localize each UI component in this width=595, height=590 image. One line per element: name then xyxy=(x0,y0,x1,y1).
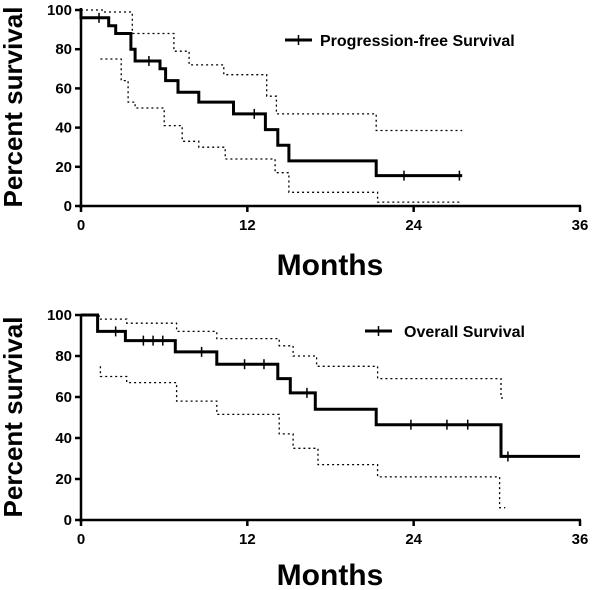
lower-ci-curve xyxy=(100,58,463,203)
y-tick-label: 0 xyxy=(64,198,72,215)
x-tick-label: 12 xyxy=(239,531,256,548)
lower-ci-curve xyxy=(99,366,506,509)
survival-curve xyxy=(81,313,580,458)
y-tick-label: 60 xyxy=(55,389,72,406)
x-ticks: 0 12 24 36 xyxy=(77,520,589,548)
x-ticks: 0 12 24 36 xyxy=(77,206,589,234)
x-axis-title: Months xyxy=(277,249,384,282)
x-tick-label: 12 xyxy=(239,217,256,234)
os-chart-panel: 0 20 40 60 80 100 0 12 24 36 Overall Survival Pe… xyxy=(0,307,588,590)
legend-label: Overall Survival xyxy=(404,324,525,341)
y-tick-label: 80 xyxy=(55,41,72,58)
y-tick-label: 60 xyxy=(55,80,72,97)
y-tick-label: 80 xyxy=(55,348,72,365)
series-layer xyxy=(79,9,463,203)
survival-curve xyxy=(79,10,463,178)
x-tick-label: 36 xyxy=(572,217,589,234)
y-tick-label: 40 xyxy=(55,120,72,137)
y-tick-label: 40 xyxy=(55,430,72,447)
x-tick-label: 0 xyxy=(77,531,85,548)
x-tick-label: 24 xyxy=(405,217,422,234)
y-axis-title: Percent survival xyxy=(0,317,28,518)
y-tick-label: 20 xyxy=(55,159,72,176)
upper-ci-curve xyxy=(81,9,463,132)
y-tick-label: 100 xyxy=(47,2,72,19)
y-tick-label: 0 xyxy=(64,512,72,529)
upper-ci-curve xyxy=(98,315,506,399)
series-layer xyxy=(81,313,580,509)
x-axis-title: Months xyxy=(277,559,384,590)
y-tick-label: 100 xyxy=(47,307,72,324)
y-axis-title: Percent survival xyxy=(0,7,28,208)
censor-layer xyxy=(114,326,509,462)
legend-label: Progression-free Survival xyxy=(320,33,515,50)
x-tick-label: 36 xyxy=(572,531,589,548)
y-tick-label: 20 xyxy=(55,471,72,488)
x-tick-label: 24 xyxy=(405,531,422,548)
y-ticks: 0 20 40 60 80 100 xyxy=(47,307,81,529)
x-tick-label: 0 xyxy=(77,217,85,234)
censor-layer xyxy=(98,12,461,181)
pfs-chart-panel: 0 20 40 60 80 100 0 12 24 36 Progression-free Su… xyxy=(0,2,588,282)
y-ticks: 0 20 40 60 80 100 xyxy=(47,2,81,215)
